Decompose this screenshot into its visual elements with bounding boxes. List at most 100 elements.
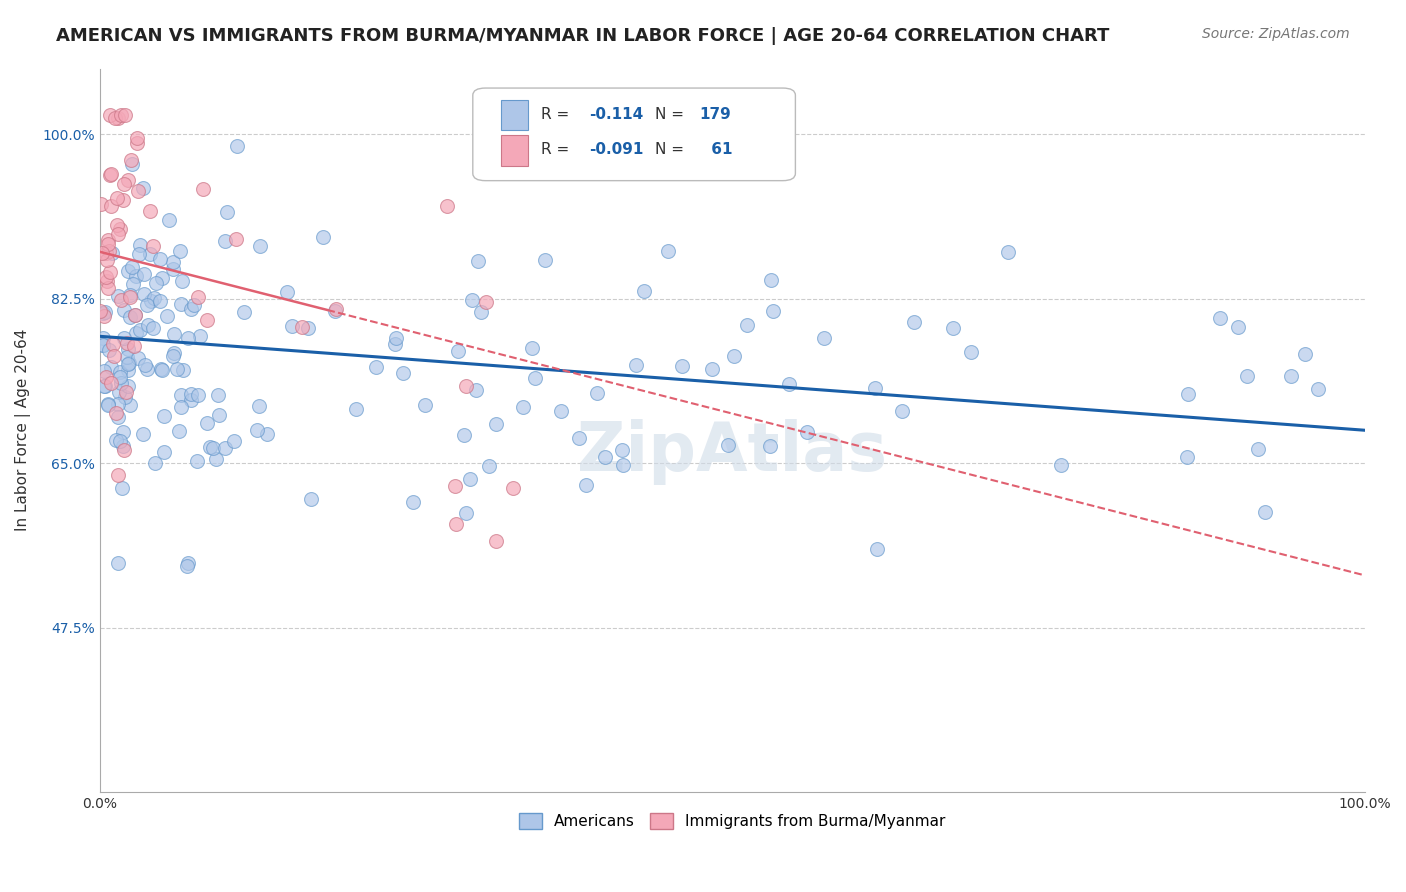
Point <box>149 252 172 267</box>
Point <box>124 339 146 353</box>
Point <box>100 167 122 181</box>
Point <box>110 293 132 308</box>
Point <box>153 409 176 424</box>
Point <box>93 364 115 378</box>
Point <box>108 222 131 236</box>
Point <box>94 378 117 392</box>
Point <box>104 434 127 448</box>
Point <box>610 443 633 458</box>
Point <box>125 269 148 284</box>
Point <box>120 310 142 325</box>
Point <box>478 458 501 473</box>
Point <box>256 426 278 441</box>
Point <box>162 261 184 276</box>
Point <box>107 397 129 411</box>
Point <box>107 227 129 241</box>
Point <box>215 205 238 219</box>
FancyBboxPatch shape <box>501 136 529 166</box>
Text: ZipAtlas: ZipAtlas <box>576 419 887 485</box>
Point <box>762 303 785 318</box>
Point <box>120 153 142 168</box>
Point <box>117 379 139 393</box>
Text: R =: R = <box>541 143 574 158</box>
Point <box>180 387 202 401</box>
Point <box>723 350 745 364</box>
Point <box>115 335 138 350</box>
Point <box>112 303 135 318</box>
Point <box>127 351 149 365</box>
Point <box>153 444 176 458</box>
Point <box>94 369 117 384</box>
Point <box>325 302 347 317</box>
Point <box>172 363 194 377</box>
Point <box>454 506 477 520</box>
Point <box>170 297 193 311</box>
Point <box>134 287 156 301</box>
Point <box>114 384 136 399</box>
Point <box>128 246 150 260</box>
FancyBboxPatch shape <box>501 100 529 130</box>
Point <box>110 370 132 384</box>
Point <box>593 450 616 465</box>
Point <box>89 303 111 318</box>
Point <box>207 388 229 402</box>
Point <box>702 361 724 376</box>
Point <box>100 376 122 390</box>
Point <box>143 456 166 470</box>
Point <box>96 253 118 268</box>
Point <box>162 349 184 363</box>
Point <box>125 326 148 341</box>
Text: 61: 61 <box>706 143 733 158</box>
Point <box>323 304 346 318</box>
Point <box>114 108 136 122</box>
Point <box>107 409 129 424</box>
Point <box>101 245 124 260</box>
Point <box>132 426 155 441</box>
Point <box>586 386 609 401</box>
Point <box>188 329 211 343</box>
Point <box>117 263 139 277</box>
Point <box>115 351 138 365</box>
Point <box>127 184 149 198</box>
Point <box>299 491 322 506</box>
Point <box>97 397 120 411</box>
Point <box>117 342 139 356</box>
Point <box>141 239 163 253</box>
Point <box>759 273 782 287</box>
Point <box>1236 369 1258 384</box>
Point <box>96 274 118 288</box>
Point <box>121 157 143 171</box>
Point <box>276 285 298 300</box>
Point <box>467 253 489 268</box>
Point <box>143 291 166 305</box>
Point <box>436 199 458 213</box>
Point <box>93 378 115 392</box>
Text: -0.091: -0.091 <box>589 143 644 158</box>
Point <box>125 136 148 150</box>
Point <box>124 308 146 322</box>
Point <box>183 298 205 312</box>
Point <box>170 388 193 402</box>
Point <box>138 204 160 219</box>
Point <box>186 454 208 468</box>
Point <box>96 270 118 285</box>
FancyBboxPatch shape <box>472 88 796 181</box>
Point <box>484 533 506 548</box>
Point <box>533 253 555 268</box>
Point <box>226 139 249 153</box>
Point <box>474 294 496 309</box>
Point <box>657 244 679 258</box>
Point <box>997 245 1019 260</box>
Point <box>520 341 543 355</box>
Point <box>866 542 889 557</box>
Point <box>167 424 190 438</box>
Point <box>138 318 160 332</box>
Point <box>366 360 388 375</box>
Point <box>444 479 467 493</box>
Point <box>108 434 131 449</box>
Point <box>169 244 191 259</box>
Point <box>100 199 122 213</box>
Text: N =: N = <box>655 106 689 121</box>
Point <box>1294 347 1316 361</box>
Point <box>166 361 188 376</box>
